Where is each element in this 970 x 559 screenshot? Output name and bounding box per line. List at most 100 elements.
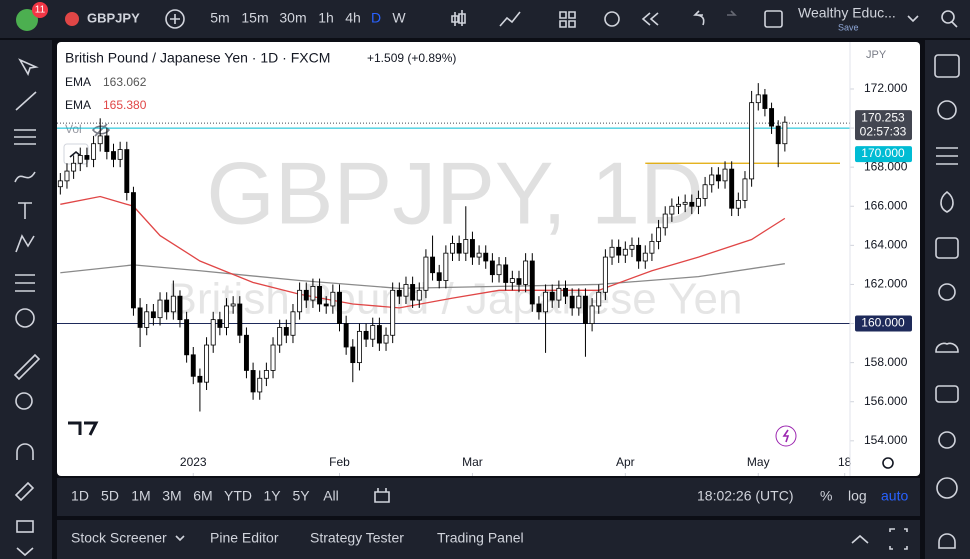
candle-body [356,330,362,364]
range-button[interactable]: 6M [193,488,212,504]
interval[interactable]: D [371,10,381,26]
percent-toggle[interactable]: % [820,488,832,504]
streams[interactable] [935,342,959,353]
search[interactable] [941,10,955,24]
forecast-tool[interactable] [15,274,35,292]
candle-body [330,291,336,307]
x-tick-label: Feb [329,455,350,469]
candle-body [197,375,203,383]
alerts[interactable] [937,100,957,120]
undo[interactable] [693,10,705,26]
panel-tab[interactable]: Pine Editor [210,530,279,546]
legend-name[interactable]: EMA [65,75,91,89]
x-tick-label: Mar [462,455,483,469]
maximize[interactable] [889,528,908,550]
candle-body [250,370,256,393]
news[interactable] [936,147,958,165]
help[interactable] [938,431,956,449]
range-button[interactable]: YTD [224,488,252,504]
candle-body [370,325,376,340]
panel-tab[interactable]: Trading Panel [437,530,524,546]
range-button[interactable]: 1Y [263,488,281,504]
candle-body [111,151,116,160]
chats[interactable] [935,385,959,403]
candle-body [742,178,748,201]
candle-body [337,291,342,324]
chart-type[interactable] [451,10,466,26]
symbol[interactable]: GBPJPY [87,10,140,25]
hotlist[interactable] [940,190,954,213]
range-button[interactable]: All [323,488,339,504]
currency: JPY [866,49,887,61]
hide-tool[interactable] [16,547,34,557]
collapse-legend[interactable] [63,143,89,165]
brush-tool[interactable] [14,171,36,183]
log-toggle[interactable]: log [848,488,867,504]
interval[interactable]: 15m [241,10,268,26]
candle-body [489,260,495,276]
calendar[interactable] [935,237,959,259]
candle-body [769,108,775,127]
collapse[interactable] [0,540,52,559]
goto-date[interactable] [374,488,390,503]
watchlist[interactable] [934,54,960,78]
replay[interactable] [641,12,659,26]
fib-tool[interactable] [14,129,36,145]
candle-body [450,242,455,254]
interval[interactable]: 1h [318,10,334,26]
clock: 18:02:26 (UTC) [697,488,793,504]
layout-menu[interactable] [907,15,919,23]
interval[interactable]: 4h [345,10,361,26]
range-button[interactable]: 1M [131,488,150,504]
interval[interactable]: W [392,10,406,26]
add-symbol[interactable] [165,9,185,29]
hidden-eye[interactable] [91,123,111,137]
panel-expand[interactable] [851,534,869,544]
pattern-tool[interactable] [15,234,35,253]
range-button[interactable]: 5D [101,488,119,504]
cursor-tool[interactable] [18,58,39,76]
top-toolbar [0,0,970,38]
range-button[interactable]: 5Y [292,488,310,504]
magnet-tool[interactable] [16,443,34,460]
candle-body [636,244,642,262]
layouts[interactable] [559,11,576,28]
lock-tool[interactable] [16,520,34,533]
candle-body [204,344,210,383]
candle-body [283,327,289,336]
range-bar [57,478,920,516]
trend-tool[interactable] [15,91,37,111]
candle-body [616,246,622,256]
candle-body [589,305,595,324]
candle-body [124,149,130,193]
save[interactable]: Save [838,22,859,32]
emoji-tool[interactable] [15,308,35,328]
legend-name[interactable]: EMA [65,98,91,112]
text-tool[interactable] [18,202,32,219]
range-button[interactable]: 1D [71,488,89,504]
panel-tab[interactable]: Stock Screener [71,530,167,546]
screener-menu[interactable] [175,535,185,542]
ruler-tool[interactable] [13,353,41,381]
indicators[interactable] [499,11,521,27]
volume-label[interactable]: Vol [65,122,82,136]
panel-tab[interactable]: Strategy Tester [310,530,404,546]
alert[interactable] [604,11,620,27]
ideas[interactable] [938,283,956,301]
x-tick-label: 2023 [180,455,207,469]
lock-draw-tool[interactable] [14,481,35,502]
live[interactable] [936,477,958,499]
zoom-tool[interactable] [15,392,33,410]
layout-box[interactable] [764,10,783,28]
legend-value: 165.380 [103,98,147,112]
auto-toggle[interactable]: auto [881,488,908,504]
interval[interactable]: 5m [210,10,229,26]
chart-panel [57,42,920,476]
layout-name[interactable]: Wealthy Educ... [798,5,896,21]
candle-body [297,289,303,313]
candle-body [91,143,97,160]
interval[interactable]: 30m [279,10,306,26]
settings[interactable] [882,457,894,469]
notifications[interactable] [938,533,956,549]
range-button[interactable]: 3M [162,488,181,504]
